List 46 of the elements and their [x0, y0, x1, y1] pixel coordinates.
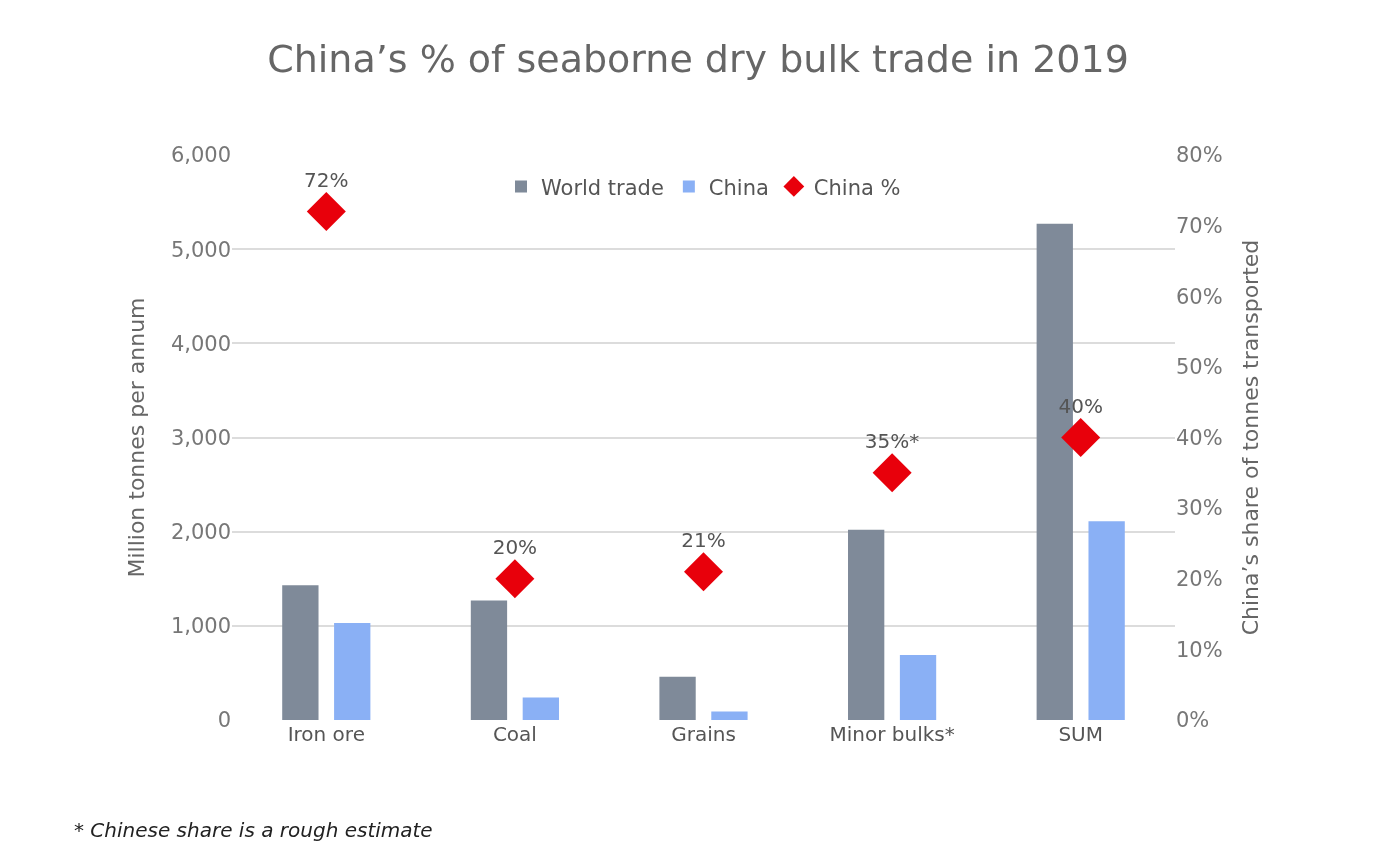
data-label: 35%*: [864, 429, 920, 454]
bar: [899, 655, 937, 720]
bar: [522, 697, 559, 720]
point: [872, 453, 912, 493]
legend-label: China %: [813, 175, 901, 200]
point: [306, 192, 346, 231]
y2-tick-label: 80%: [1176, 143, 1223, 168]
bar: [282, 585, 319, 720]
y2-tick-label: 50%: [1176, 355, 1223, 380]
data-label: 72%: [304, 167, 349, 192]
y-axis-title: Million tonnes per annum: [123, 297, 149, 578]
y2-tick-label: 10%: [1176, 637, 1223, 662]
legend-label: World trade: [541, 175, 664, 200]
x-tick-label: Iron ore: [287, 722, 365, 746]
y2-tick-label: 30%: [1176, 496, 1223, 521]
y2-tick-label: 20%: [1176, 567, 1223, 592]
x-tick-label: Minor bulks*: [829, 722, 955, 746]
data-label: 21%: [681, 527, 726, 552]
y-tick-label: 3,000: [170, 425, 231, 450]
data-label: 20%: [492, 535, 538, 559]
x-tick-label: SUM: [1058, 722, 1103, 746]
bar: [848, 529, 885, 720]
y-tick-label: 6,000: [170, 143, 231, 168]
bar: [659, 676, 696, 720]
y-tick-label: 0: [217, 708, 231, 733]
bar: [711, 711, 748, 720]
point: [684, 552, 723, 592]
x-tick-label: Coal: [492, 722, 537, 746]
y2-tick-label: 60%: [1176, 284, 1223, 309]
bar: [470, 600, 508, 720]
y-tick-label: 5,000: [170, 237, 231, 262]
y2-tick-label: 70%: [1176, 213, 1223, 238]
legend-label: China: [708, 175, 769, 200]
point: [1061, 418, 1101, 457]
text: * Chinese share is a rough estimate: [74, 818, 433, 842]
chart-title: China’s % of seaborne dry bulk trade in 2019: [267, 37, 1129, 82]
y-tick-label: 2,000: [170, 520, 231, 545]
bar: [1088, 521, 1125, 720]
y-tick-label: 4,000: [170, 331, 231, 356]
y2-tick-label: 40%: [1176, 425, 1223, 450]
y2-tick-label: 0%: [1176, 708, 1210, 733]
y2-axis-title: China’s share of tonnes transported: [1237, 239, 1263, 636]
bar: [334, 623, 371, 720]
x-tick-label: Grains: [671, 722, 736, 746]
point: [495, 559, 535, 599]
y-tick-label: 1,000: [170, 614, 231, 639]
